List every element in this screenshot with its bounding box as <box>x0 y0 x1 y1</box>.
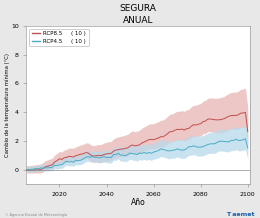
Title: SEGURA
ANUAL: SEGURA ANUAL <box>120 4 157 25</box>
Legend: RCP8.5     ( 10 ), RCP4.5     ( 10 ): RCP8.5 ( 10 ), RCP4.5 ( 10 ) <box>29 29 89 46</box>
Y-axis label: Cambio de la temperatura mínima (°C): Cambio de la temperatura mínima (°C) <box>4 53 10 157</box>
Text: T aemet: T aemet <box>226 212 255 217</box>
X-axis label: Año: Año <box>131 198 146 207</box>
Text: © Agencia Estatal de Meteorología: © Agencia Estatal de Meteorología <box>5 213 67 217</box>
